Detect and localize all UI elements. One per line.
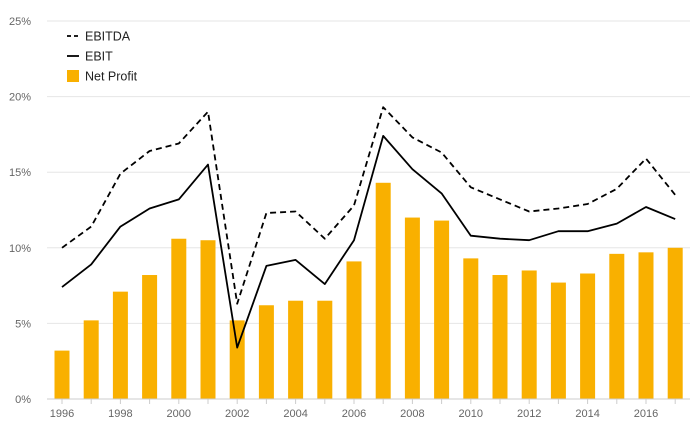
x-tick-label: 2014 bbox=[575, 408, 599, 420]
bar-net-profit-2004 bbox=[288, 300, 304, 399]
bar-net-profit-1999 bbox=[142, 275, 158, 399]
axis-layer: 0% 5% 10% 15% 20% 25% 1996 1998 2000 2002 2004 2006… bbox=[9, 16, 690, 420]
x-tick-label: 2000 bbox=[167, 408, 191, 420]
bars-layer bbox=[54, 182, 683, 399]
bar-net-profit-2013 bbox=[550, 282, 566, 399]
legend-label-net-profit: Net Profit bbox=[85, 70, 138, 84]
bar-net-profit-2008 bbox=[404, 217, 420, 399]
bar-net-profit-2016 bbox=[638, 252, 654, 399]
legend-label-ebitda: EBITDA bbox=[85, 30, 131, 44]
bar-net-profit-2011 bbox=[492, 275, 508, 399]
x-tick-label: 1998 bbox=[108, 408, 132, 420]
bar-net-profit-2012 bbox=[521, 270, 537, 399]
bar-net-profit-2014 bbox=[580, 273, 596, 399]
bar-net-profit-2017 bbox=[667, 247, 683, 399]
bar-net-profit-2007 bbox=[375, 182, 391, 399]
bar-net-profit-2000 bbox=[171, 238, 187, 399]
y-tick-label: 15% bbox=[9, 167, 31, 179]
y-tick-label: 0% bbox=[15, 394, 31, 406]
bar-net-profit-1998 bbox=[112, 291, 128, 399]
y-tick-label: 5% bbox=[15, 318, 31, 330]
x-tick-label: 2016 bbox=[634, 408, 658, 420]
bar-net-profit-2010 bbox=[463, 258, 479, 399]
x-tick-label: 2002 bbox=[225, 408, 249, 420]
bar-net-profit-2006 bbox=[346, 261, 362, 399]
x-tick-label: 1996 bbox=[50, 408, 74, 420]
x-tick-label: 2012 bbox=[517, 408, 541, 420]
lines-layer bbox=[61, 106, 676, 349]
bar-net-profit-2009 bbox=[434, 220, 450, 399]
y-tick-label: 20% bbox=[9, 92, 31, 104]
legend: EBITDA EBIT Net Profit bbox=[67, 30, 138, 84]
y-tick-label: 25% bbox=[9, 16, 31, 28]
legend-label-ebit: EBIT bbox=[85, 50, 113, 64]
x-tick-label: 2004 bbox=[283, 408, 307, 420]
line-ebit bbox=[61, 135, 676, 349]
bar-net-profit-2003 bbox=[258, 305, 274, 399]
bar-net-profit-2002 bbox=[229, 320, 245, 399]
line-ebitda bbox=[61, 106, 676, 305]
x-tick-label: 2006 bbox=[342, 408, 366, 420]
y-tick-label: 10% bbox=[9, 243, 31, 255]
legend-swatch-net-profit bbox=[67, 70, 79, 82]
bar-net-profit-1996 bbox=[54, 350, 70, 399]
bar-net-profit-2001 bbox=[200, 240, 216, 399]
bar-net-profit-2005 bbox=[317, 300, 333, 399]
bar-net-profit-1997 bbox=[83, 320, 99, 399]
x-tick-label: 2010 bbox=[459, 408, 483, 420]
bar-net-profit-2015 bbox=[609, 253, 625, 399]
x-tick-label: 2008 bbox=[400, 408, 424, 420]
